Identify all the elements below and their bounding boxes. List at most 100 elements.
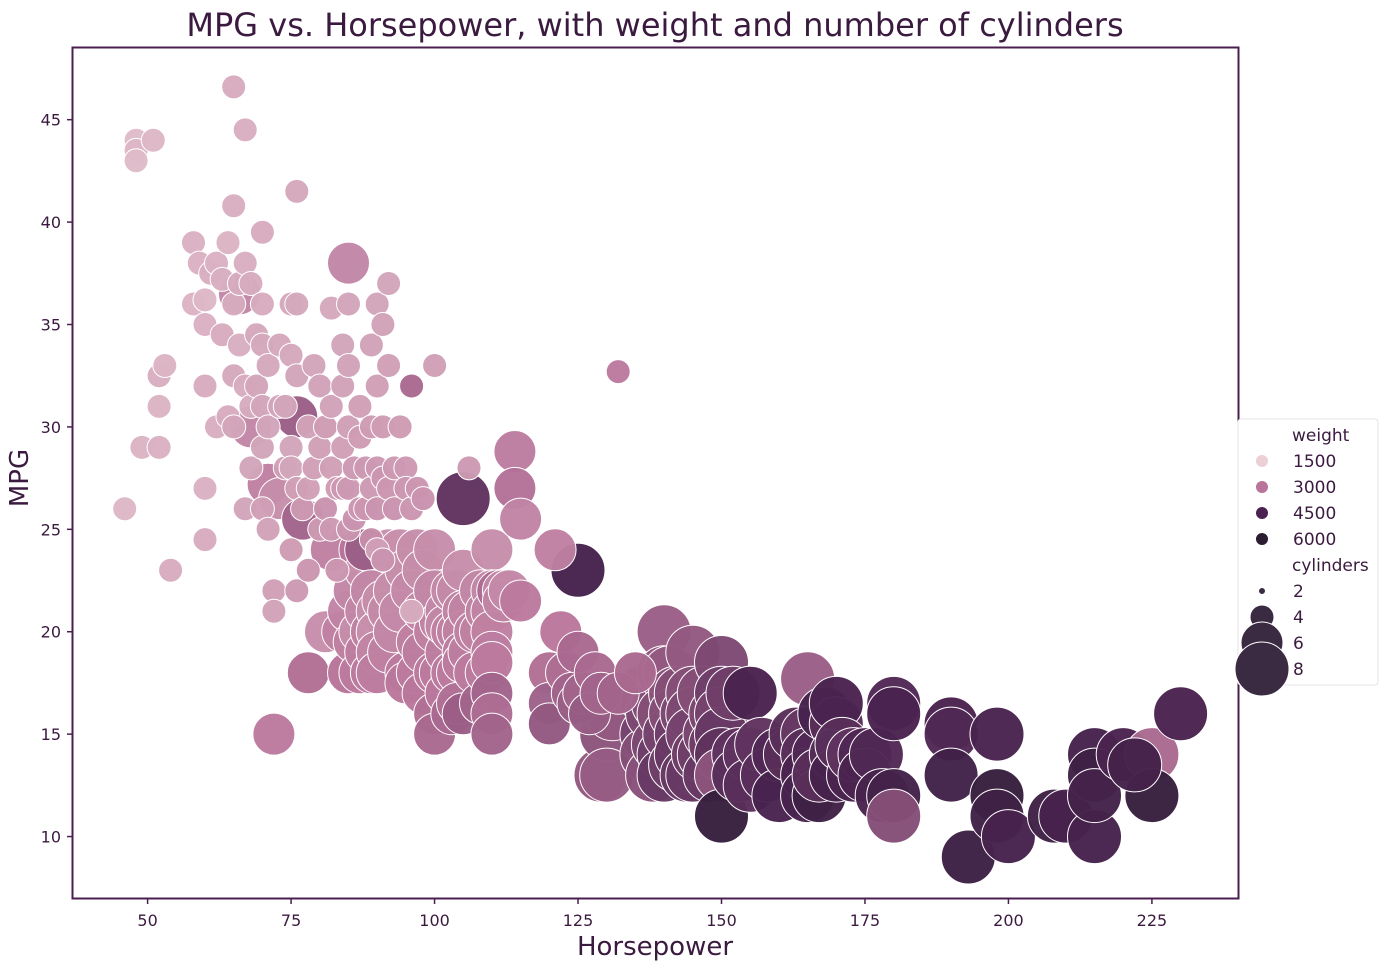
legend-size-title: cylinders [1292, 556, 1369, 576]
data-point [192, 475, 218, 501]
data-point [387, 414, 413, 440]
data-point [278, 537, 304, 563]
data-point [358, 332, 384, 358]
data-point [284, 178, 310, 204]
legend-hue-label: 6000 [1293, 530, 1336, 550]
data-point [456, 455, 482, 481]
data-point [1107, 737, 1163, 793]
data-point [252, 712, 296, 756]
x-tick-label: 125 [563, 911, 594, 930]
data-point [399, 598, 425, 624]
data-point [347, 393, 373, 419]
data-point [376, 271, 402, 296]
data-point [215, 230, 241, 256]
y-tick-label: 40 [41, 213, 61, 232]
data-point [146, 434, 172, 460]
data-point [1153, 686, 1209, 742]
data-point [284, 291, 310, 317]
data-point [923, 747, 979, 803]
data-point [370, 312, 396, 337]
x-tick-label: 175 [850, 911, 881, 930]
y-tick-label: 45 [41, 111, 61, 130]
chart-title: MPG vs. Horsepower, with weight and numb… [186, 6, 1123, 44]
y-axis-label: MPG [5, 449, 35, 507]
data-point [410, 486, 436, 512]
data-point [238, 271, 264, 296]
legend-size-label: 8 [1293, 660, 1304, 680]
y-tick-label: 25 [41, 520, 61, 539]
data-point [376, 353, 402, 378]
legend-hue-label: 1500 [1293, 452, 1336, 472]
points-layer [112, 74, 1209, 885]
data-point [146, 393, 172, 419]
data-point [499, 579, 543, 623]
data-point [533, 528, 577, 572]
x-tick-label: 50 [137, 911, 157, 930]
data-point [192, 373, 218, 399]
data-point [722, 665, 778, 721]
legend-hue-entries: 1500 3000 4500 6000 [1255, 452, 1336, 550]
x-axis-label: Horsepower [577, 932, 733, 962]
data-point [499, 497, 543, 541]
x-tick-label: 225 [1137, 911, 1168, 930]
data-point [980, 809, 1036, 865]
data-point [261, 598, 287, 624]
x-axis-ticks: 50 75 100 125 150 175 200 225 [137, 898, 1167, 930]
legend-hue-marker [1255, 454, 1269, 468]
y-tick-label: 20 [41, 623, 61, 642]
data-point [232, 117, 258, 143]
data-point [112, 496, 138, 522]
legend-size-marker [1258, 587, 1266, 595]
data-point [238, 455, 264, 481]
data-point [295, 557, 321, 583]
data-point [336, 291, 361, 317]
legend-size-marker [1234, 641, 1290, 697]
data-point [272, 393, 298, 419]
legend-hue-marker [1255, 506, 1269, 520]
y-tick-label: 30 [41, 418, 61, 437]
data-point [221, 74, 247, 100]
data-point [140, 127, 166, 153]
data-point [123, 148, 149, 174]
data-point [969, 706, 1025, 762]
legend-hue-marker [1255, 532, 1269, 546]
data-point [370, 547, 396, 573]
data-point [255, 414, 281, 440]
data-point [422, 353, 448, 378]
data-point [318, 393, 344, 419]
legend-size-label: 4 [1293, 608, 1304, 628]
data-point [286, 651, 330, 695]
data-point [336, 353, 361, 378]
data-point [158, 557, 184, 583]
legend-size-label: 6 [1293, 634, 1304, 654]
data-point [866, 788, 922, 844]
y-tick-label: 15 [41, 725, 61, 744]
data-point [255, 353, 281, 378]
y-tick-label: 35 [41, 316, 61, 335]
data-point [364, 373, 390, 399]
y-axis-ticks: 10 15 20 25 30 35 40 45 [41, 111, 73, 847]
legend-hue-label: 4500 [1293, 504, 1336, 524]
data-point [613, 651, 657, 695]
data-point [192, 527, 218, 553]
legend: weight 1500 3000 4500 6000 cylinders 2 4 6 8 [1234, 418, 1379, 697]
data-point [435, 471, 491, 527]
data-point [324, 557, 350, 583]
data-point [284, 578, 310, 604]
data-point [866, 686, 922, 742]
data-point [255, 516, 281, 542]
data-point [221, 414, 247, 440]
data-point [249, 219, 275, 245]
x-tick-label: 200 [993, 911, 1024, 930]
legend-size-label: 2 [1293, 582, 1304, 602]
data-point [327, 241, 370, 285]
data-point [1067, 768, 1122, 824]
x-tick-label: 150 [706, 911, 737, 930]
data-point [493, 430, 537, 473]
data-point [221, 193, 247, 219]
data-point [249, 291, 275, 317]
legend-hue-marker [1255, 480, 1269, 494]
legend-hue-title: weight [1292, 426, 1350, 446]
